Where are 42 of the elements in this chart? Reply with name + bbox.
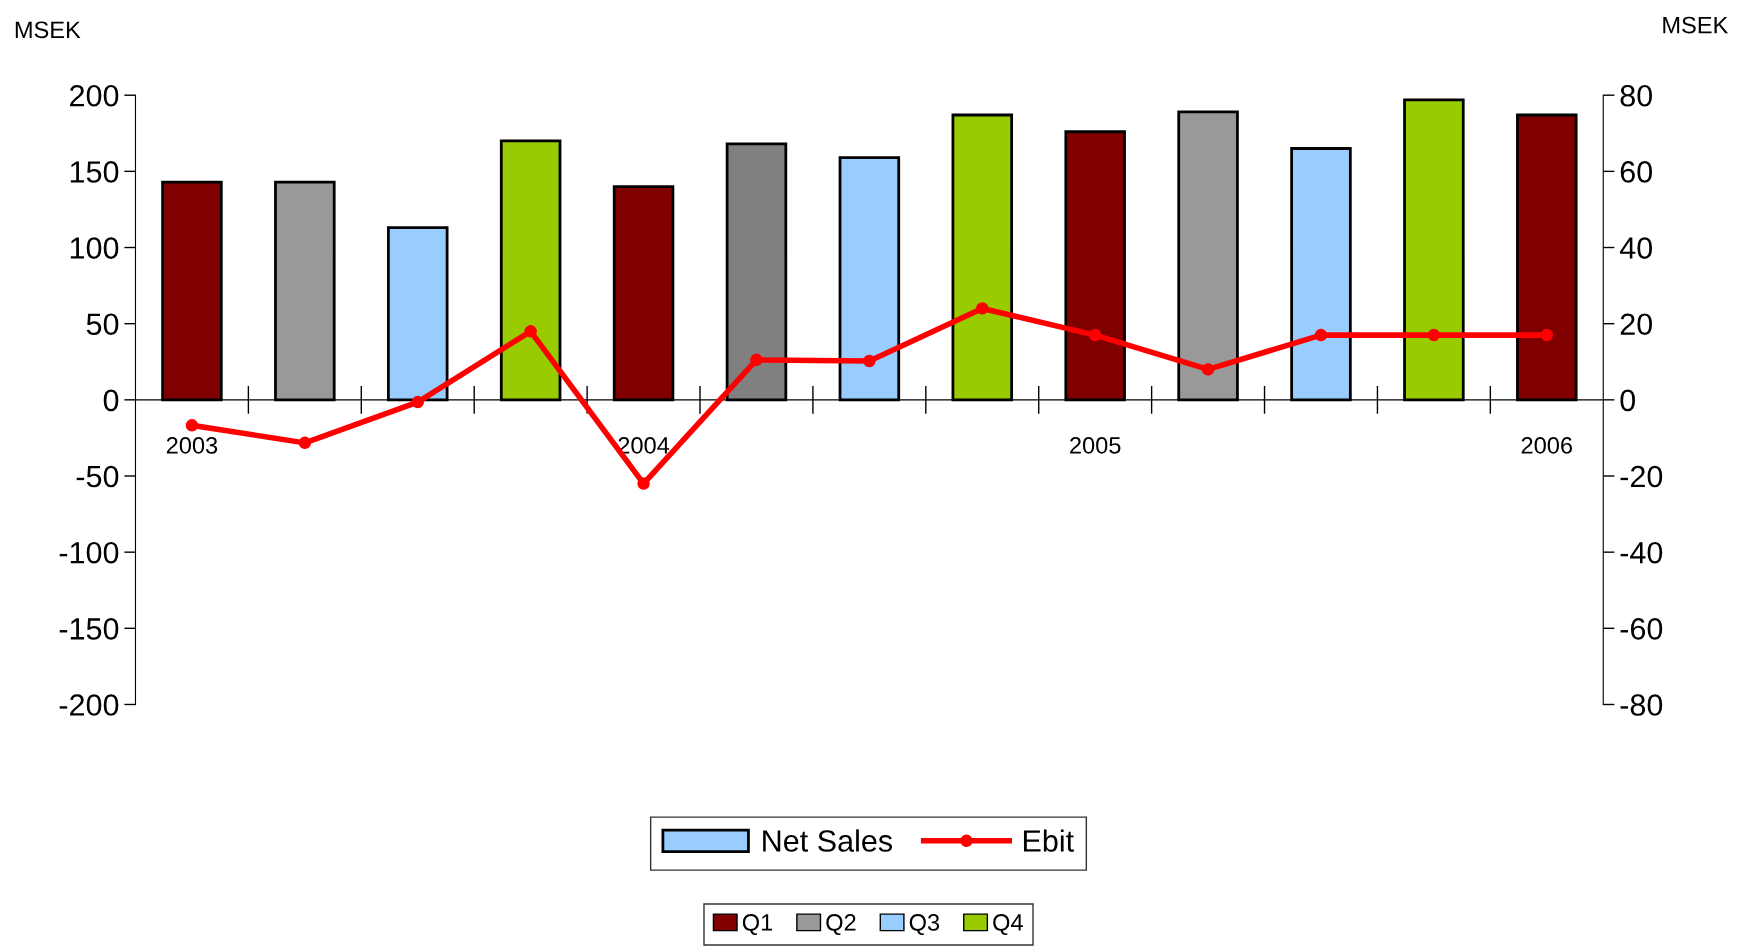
y-tick-label: 50 bbox=[86, 313, 119, 336]
y2-tick-label: 40 bbox=[1619, 237, 1653, 259]
x-tick-label: 2006 bbox=[1521, 437, 1573, 454]
point bbox=[1540, 328, 1554, 342]
y2-tick-label: -20 bbox=[1620, 465, 1663, 488]
text: Q2 bbox=[826, 914, 856, 936]
point bbox=[637, 477, 650, 490]
point bbox=[298, 436, 312, 450]
x-tick-label: 2005 bbox=[1070, 437, 1121, 454]
y-axis-title: MSEK bbox=[15, 21, 81, 39]
text: Q3 bbox=[909, 914, 940, 936]
y2-tick-label: -60 bbox=[1620, 618, 1663, 640]
y-tick-label: 100 bbox=[70, 237, 119, 259]
y-tick-label: -50 bbox=[76, 465, 119, 488]
x-tick-label: 2003 bbox=[166, 437, 218, 454]
legend-label: Ebit bbox=[1023, 829, 1074, 852]
point bbox=[863, 354, 876, 368]
point bbox=[976, 302, 989, 315]
point bbox=[1427, 328, 1441, 342]
y2-tick-label: -80 bbox=[1620, 694, 1663, 716]
y2-tick-label: 0 bbox=[1620, 389, 1636, 412]
text: Q1 bbox=[742, 914, 773, 936]
y2-tick-label: -40 bbox=[1620, 541, 1663, 564]
point bbox=[1088, 328, 1102, 342]
y2-tick-label: 80 bbox=[1620, 84, 1653, 107]
y-tick-label: -200 bbox=[59, 694, 119, 716]
text: Q4 bbox=[993, 914, 1023, 936]
y-tick-label: -150 bbox=[59, 618, 119, 640]
y-tick-label: 150 bbox=[70, 161, 119, 183]
point bbox=[750, 353, 763, 367]
y2-axis-title: MSEK bbox=[1663, 16, 1729, 34]
legend-label: Net Sales bbox=[763, 829, 893, 852]
y-tick-label: -100 bbox=[59, 541, 119, 564]
y-tick-label: 200 bbox=[70, 84, 119, 107]
point bbox=[524, 325, 537, 338]
y-tick-label: 0 bbox=[103, 389, 119, 412]
point bbox=[1201, 363, 1215, 376]
y2-tick-label: 20 bbox=[1620, 313, 1653, 336]
point bbox=[185, 419, 199, 432]
point bbox=[1314, 328, 1328, 342]
y2-tick-label: 60 bbox=[1620, 161, 1653, 183]
point bbox=[411, 395, 424, 409]
